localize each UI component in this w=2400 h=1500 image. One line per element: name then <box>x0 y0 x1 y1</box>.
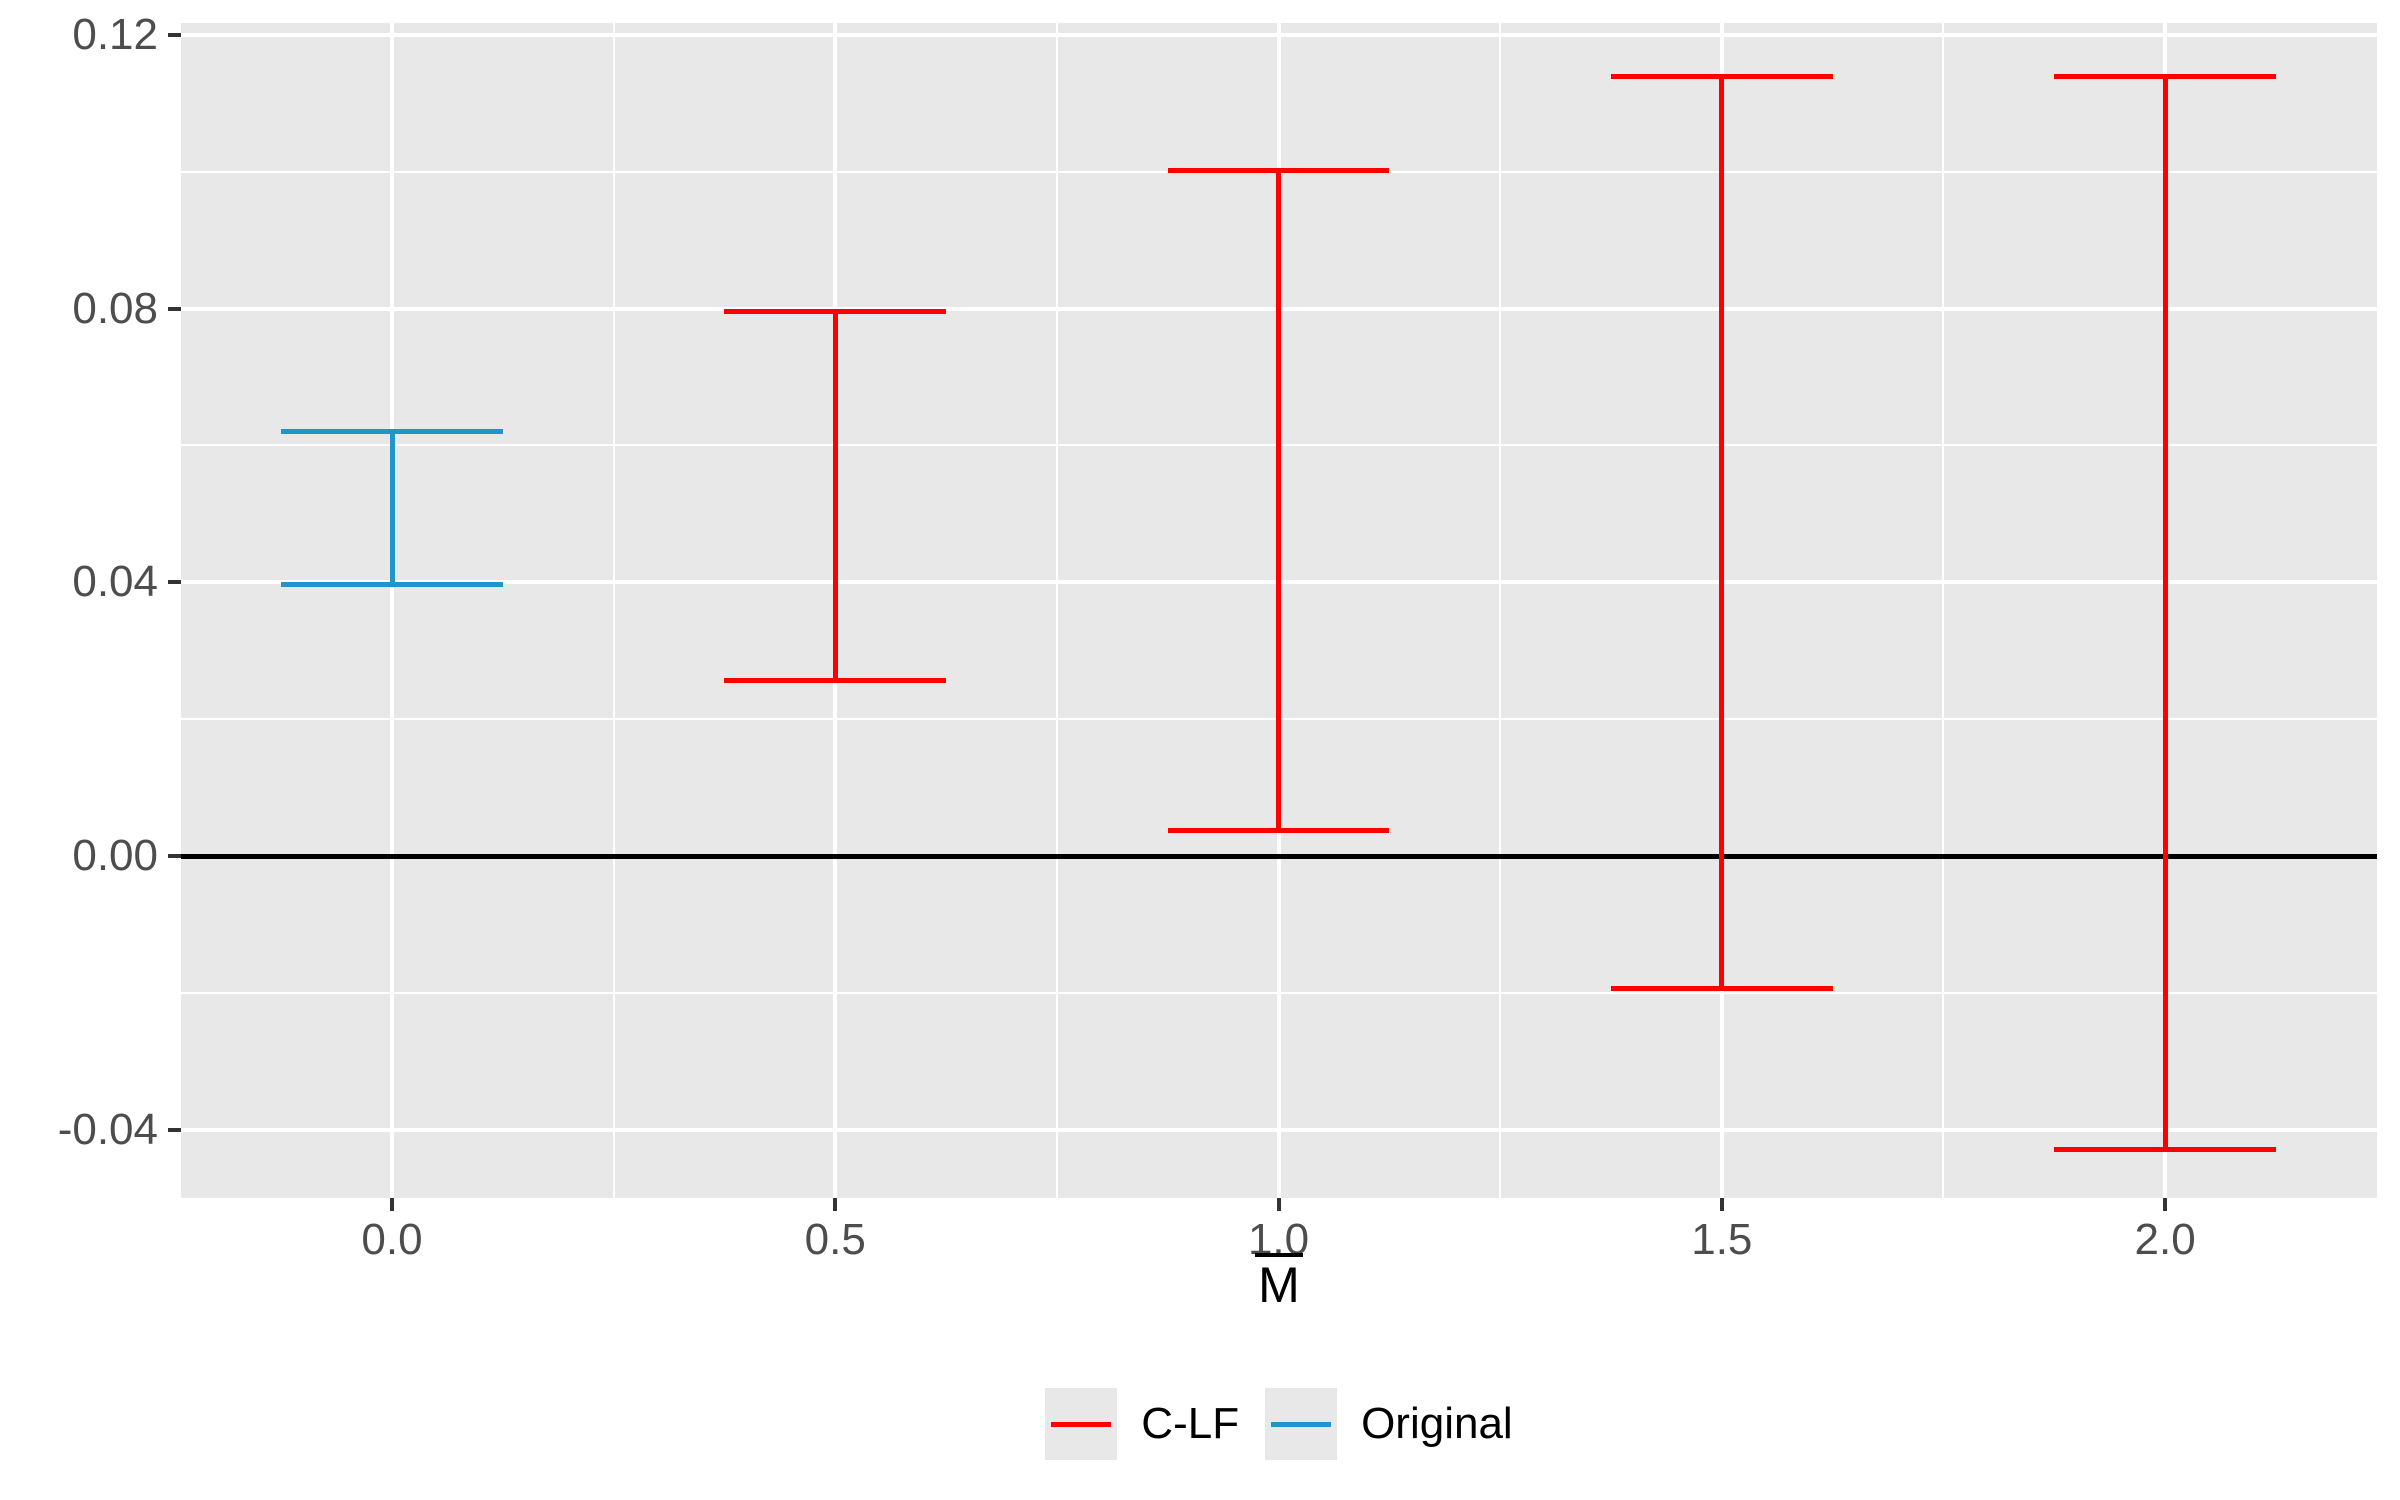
gridline-x-minor <box>612 23 615 1198</box>
legend-key-line <box>1271 1421 1332 1427</box>
errorbar-original-x0-stem <box>389 431 395 585</box>
gridline-x-major <box>390 23 394 1198</box>
y-tick <box>168 32 181 37</box>
legend-item-c-lf: C-LF <box>1045 1388 1239 1460</box>
y-tick-label: 0.04 <box>72 557 158 607</box>
y-tick <box>168 1128 181 1133</box>
gridline-x-minor <box>1499 23 1502 1198</box>
errorbar-c-lf-x0.5-cap-bottom <box>724 677 947 683</box>
gridline-x-minor <box>1942 23 1945 1198</box>
y-tick-label: 0.12 <box>72 9 158 59</box>
x-axis-title-mbar: M <box>1255 1253 1303 1310</box>
x-axis-title: M <box>181 1253 2377 1314</box>
x-tick <box>2163 1198 2168 1211</box>
y-tick <box>168 306 181 311</box>
errorbar-c-lf-x1.5-cap-top <box>1611 73 1833 79</box>
legend-item-original: Original <box>1265 1388 1513 1460</box>
errorbar-c-lf-x1.5-stem <box>1719 76 1725 989</box>
x-tick-label: 0.0 <box>361 1215 423 1264</box>
errorbar-c-lf-x2-cap-top <box>2054 73 2276 79</box>
x-tick <box>1276 1198 1281 1211</box>
x-tick-label: 0.5 <box>804 1215 866 1264</box>
errorbar-original-x0-cap-top <box>281 429 503 435</box>
errorbar-c-lf-x0.5-stem <box>832 311 838 681</box>
y-tick <box>168 580 181 585</box>
errorbar-c-lf-x0.5-cap-top <box>724 308 947 314</box>
errorbar-c-lf-x1-stem <box>1276 170 1282 831</box>
legend-key-swatch <box>1045 1388 1118 1460</box>
x-tick <box>833 1198 838 1211</box>
x-tick <box>1719 1198 1724 1211</box>
legend-key-line <box>1051 1421 1112 1427</box>
zero-reference-line <box>181 853 2377 859</box>
plot-panel <box>181 23 2377 1198</box>
errorbar-c-lf-x2-cap-bottom <box>2054 1146 2276 1152</box>
y-tick-label: 0.00 <box>72 831 158 881</box>
x-tick-label: 1.5 <box>1691 1215 1753 1264</box>
errorbar-original-x0-cap-bottom <box>281 581 503 587</box>
errorbar-c-lf-x1.5-cap-bottom <box>1611 985 1833 991</box>
errorbar-c-lf-x2-stem <box>2162 76 2168 1150</box>
gridline-x-minor <box>1055 23 1058 1198</box>
legend: C-LF Original <box>181 1388 2377 1460</box>
y-tick <box>168 854 181 859</box>
legend-label: Original <box>1361 1399 1513 1448</box>
errorbar-c-lf-x1-cap-top <box>1167 167 1390 173</box>
x-tick <box>390 1198 394 1211</box>
legend-label: C-LF <box>1141 1399 1240 1448</box>
legend-key-swatch <box>1265 1388 1338 1460</box>
x-tick-label: 2.0 <box>2134 1215 2196 1264</box>
errorbar-c-lf-x1-cap-bottom <box>1167 828 1390 834</box>
y-tick-label: -0.04 <box>57 1105 158 1155</box>
y-tick-label: 0.08 <box>72 283 158 333</box>
